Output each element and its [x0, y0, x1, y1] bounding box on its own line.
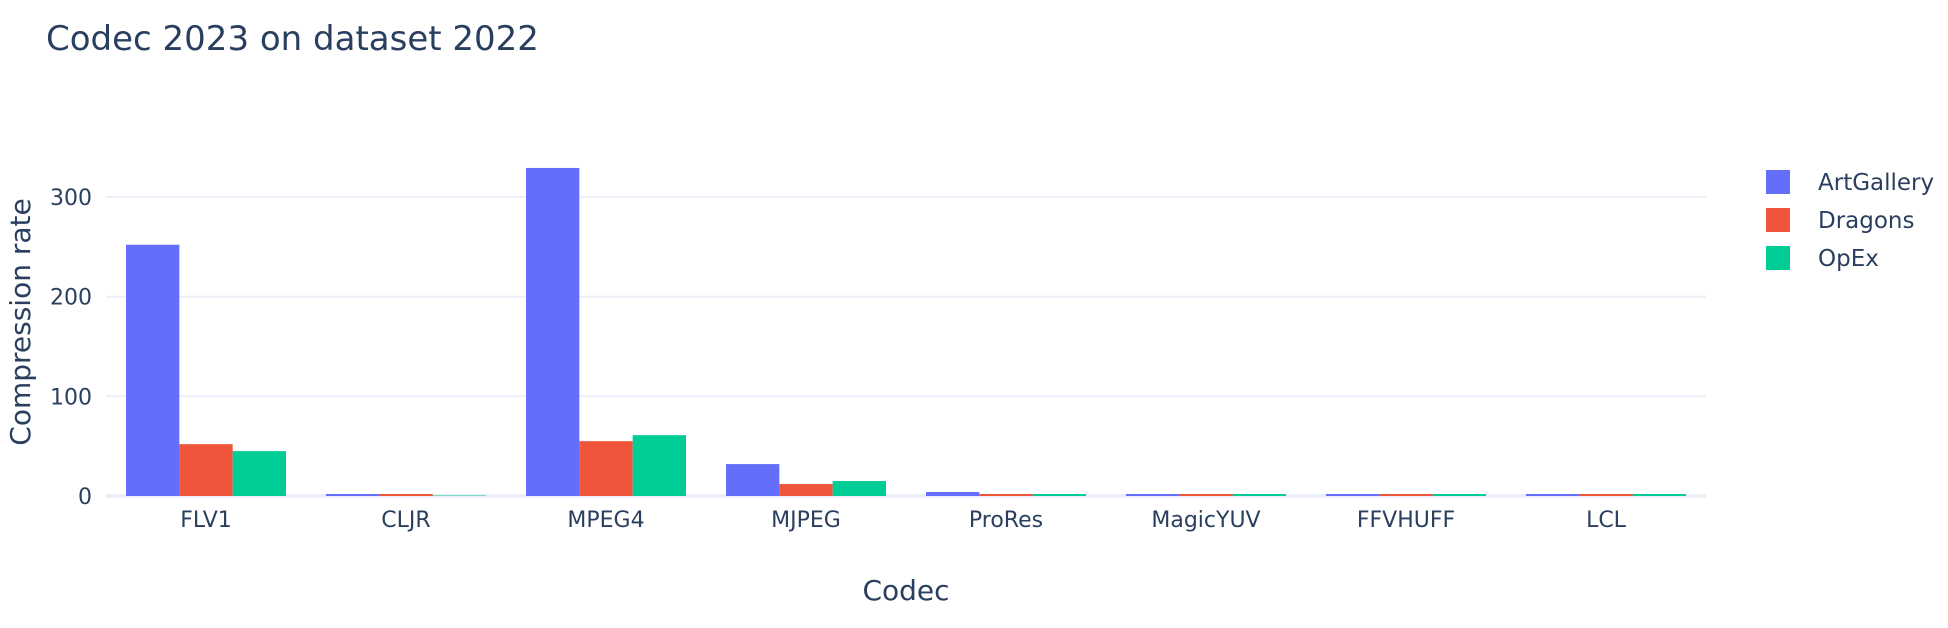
bar-dragons-mpeg4	[579, 441, 633, 496]
bar-opex-magicyuv	[1232, 494, 1286, 496]
x-tick-label: MPEG4	[567, 508, 644, 533]
bar-dragons-lcl	[1579, 494, 1633, 496]
bar-artgallery-mpeg4	[526, 167, 580, 497]
legend-label-dragons: Dragons	[1818, 208, 1915, 234]
x-tick-label: FFVHUFF	[1357, 508, 1455, 533]
y-axis-title: Compression rate	[4, 198, 37, 445]
chart-title: Codec 2023 on dataset 2022	[46, 19, 539, 59]
bar-dragons-cljr	[379, 494, 433, 496]
bar-opex-lcl	[1632, 494, 1686, 496]
bar-artgallery-mjpeg	[726, 464, 780, 496]
bar-dragons-prores	[979, 494, 1033, 496]
x-tick-label: ProRes	[969, 508, 1043, 533]
x-tick-label: CLJR	[381, 508, 430, 533]
bar-dragons-ffvhuff	[1379, 494, 1433, 496]
bars	[126, 167, 1686, 497]
x-tick-label: MagicYUV	[1151, 508, 1260, 533]
y-tick-label: 0	[78, 485, 92, 510]
bar-dragons-mjpeg	[779, 484, 833, 496]
x-axis-ticks: FLV1 CLJR MPEG4 MJPEG ProRes MagicYUV FFVHUFF L…	[180, 508, 1626, 533]
bar-artgallery-prores	[926, 492, 980, 496]
bar-opex-flv1	[232, 451, 286, 496]
x-axis-title: Codec	[862, 574, 949, 607]
bar-artgallery-flv1	[126, 244, 180, 496]
y-tick-label: 300	[50, 186, 92, 211]
bar-artgallery-ffvhuff	[1326, 494, 1380, 496]
bar-opex-prores	[1032, 494, 1086, 496]
legend-swatch-artgallery	[1766, 170, 1790, 194]
bar-opex-mpeg4	[632, 435, 686, 496]
bar-artgallery-lcl	[1526, 494, 1580, 496]
bar-opex-mjpeg	[832, 481, 886, 496]
x-tick-label: MJPEG	[771, 508, 841, 533]
legend-label-artgallery: ArtGallery	[1818, 170, 1934, 196]
bar-dragons-flv1	[179, 444, 233, 496]
legend-swatch-dragons	[1766, 208, 1790, 232]
bar-artgallery-magicyuv	[1126, 494, 1180, 496]
y-tick-label: 200	[50, 286, 92, 311]
x-tick-label: FLV1	[180, 508, 232, 533]
x-tick-label: LCL	[1586, 508, 1627, 533]
bar-dragons-magicyuv	[1179, 494, 1233, 496]
y-axis-ticks: 0 100 200 300	[50, 186, 92, 510]
bar-artgallery-cljr	[326, 494, 380, 496]
bar-opex-ffvhuff	[1432, 494, 1486, 496]
y-tick-label: 100	[50, 385, 92, 410]
legend-swatch-opex	[1766, 246, 1790, 270]
gridlines	[106, 195, 1706, 498]
legend-label-opex: OpEx	[1818, 246, 1879, 272]
legend: ArtGallery Dragons OpEx	[1766, 170, 1934, 272]
